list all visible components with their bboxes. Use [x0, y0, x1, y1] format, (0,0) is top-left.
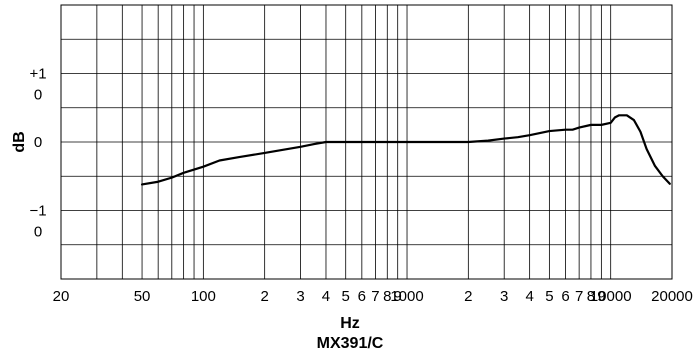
y-tick-label: +1 [29, 66, 46, 83]
x-tick-label: 4 [322, 288, 330, 305]
y-tick-label-line2: 0 [34, 224, 42, 241]
x-tick-label: 9 [597, 288, 605, 305]
x-tick-label: 7 [575, 288, 583, 305]
chart-title: MX391/C [317, 335, 384, 352]
x-tick-label: 20000 [651, 288, 693, 305]
x-tick-label: 5 [342, 288, 350, 305]
x-tick-label: 8 [587, 288, 595, 305]
x-tick-label: 100 [191, 288, 216, 305]
y-tick-labels: +1 0 0 −1 0 [29, 66, 46, 241]
x-tick-label: 6 [358, 288, 366, 305]
y-tick-label: −1 [29, 203, 46, 220]
x-axis-title: Hz [340, 315, 360, 332]
y-tick-label: 0 [34, 134, 42, 151]
x-tick-label: 3 [296, 288, 304, 305]
plot-area-border [60, 4, 673, 280]
x-tick-label: 7 [371, 288, 379, 305]
x-tick-label: 1000 [390, 288, 423, 305]
series-layer [140, 114, 671, 186]
x-tick-label: 4 [525, 288, 533, 305]
x-tick-label: 2 [464, 288, 472, 305]
x-tick-label: 20 [53, 288, 70, 305]
response-curve [140, 114, 671, 186]
x-tick-label: 50 [134, 288, 151, 305]
x-tick-label: 6 [561, 288, 569, 305]
x-tick-label: 2 [260, 288, 268, 305]
x-tick-label: 5 [545, 288, 553, 305]
y-tick-label-line2: 0 [34, 87, 42, 104]
x-tick-label: 9 [394, 288, 402, 305]
y-axis-title: dB [11, 131, 28, 152]
x-tick-label: 10000 [590, 288, 632, 305]
x-tick-label: 8 [383, 288, 391, 305]
x-tick-label: 3 [500, 288, 508, 305]
